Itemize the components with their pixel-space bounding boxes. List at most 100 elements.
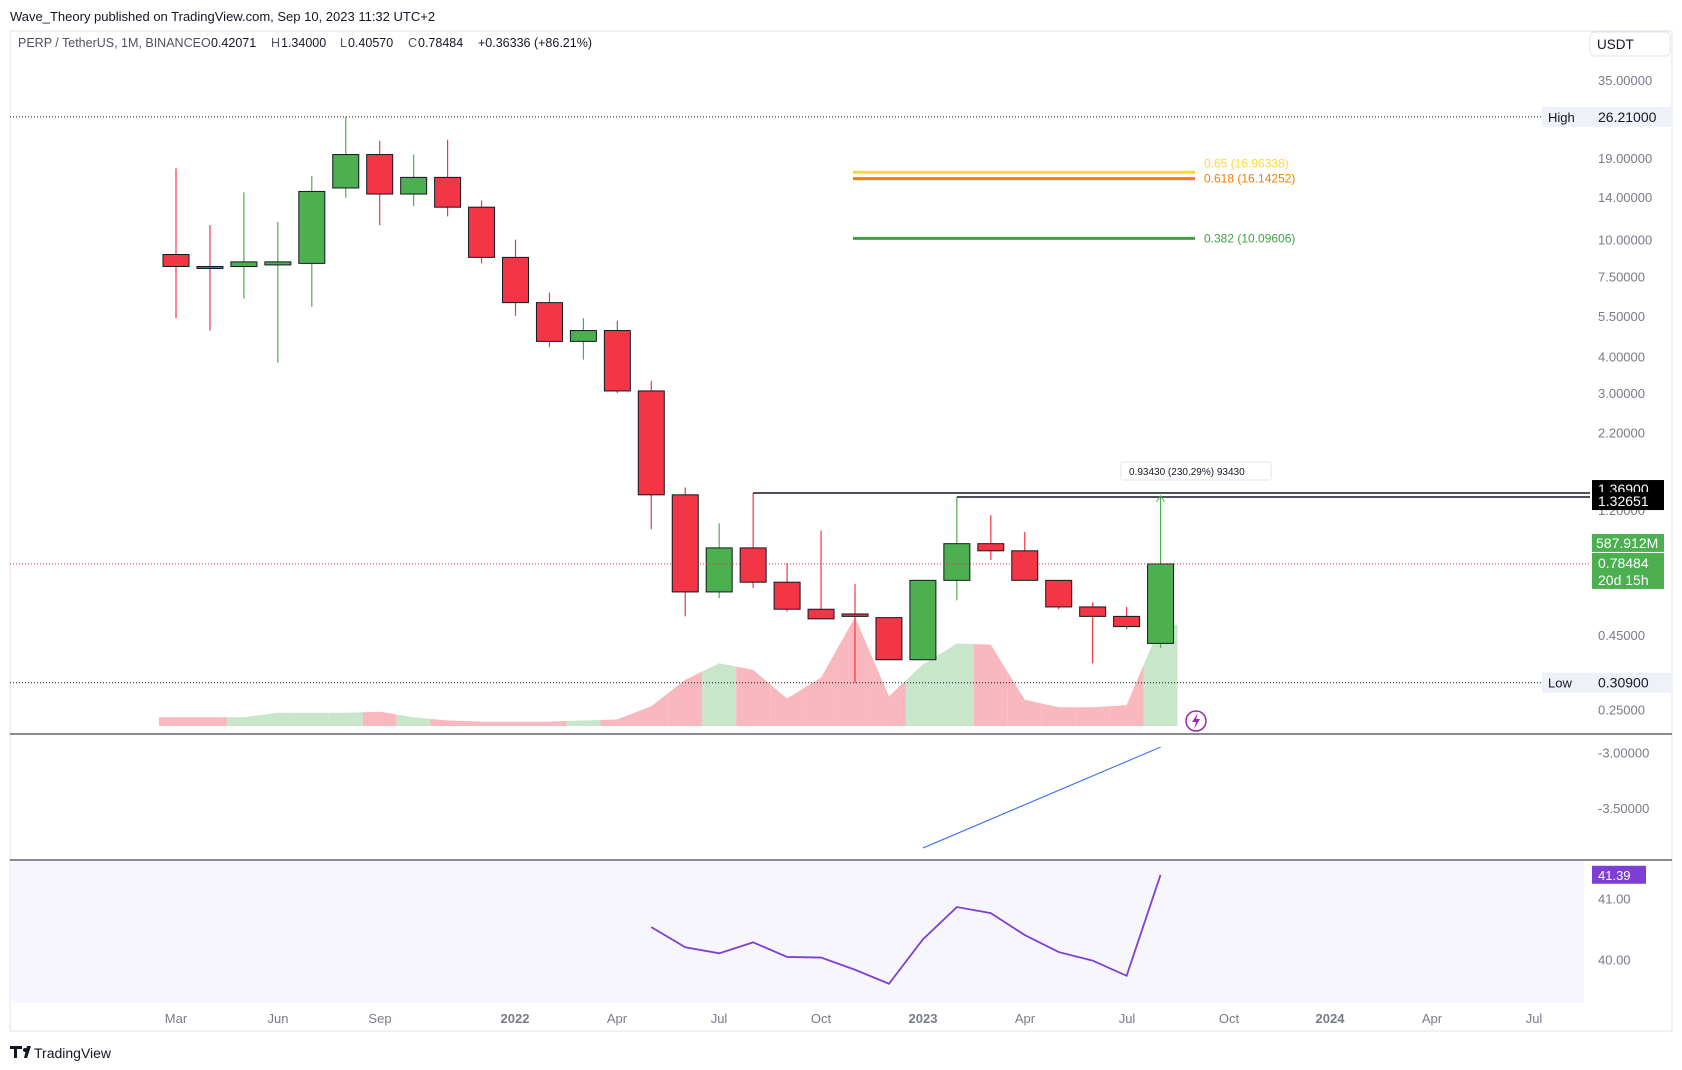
volume-segment bbox=[973, 644, 1008, 726]
symbol-label: PERP / TetherUS, 1M, BINANCE bbox=[18, 36, 201, 50]
time-tick: Apr bbox=[1015, 1011, 1036, 1026]
candle bbox=[943, 497, 971, 601]
volume-segment bbox=[1109, 664, 1144, 726]
rsi-tick: 41.00 bbox=[1598, 892, 1631, 907]
measure-label: 0.93430 (230.29%) 93430 bbox=[1129, 467, 1245, 478]
candle-body bbox=[875, 617, 903, 661]
volume-segment bbox=[1007, 672, 1042, 726]
volume-segment bbox=[192, 717, 227, 726]
candle-body bbox=[298, 190, 326, 264]
candle-body bbox=[230, 261, 258, 267]
volume-segment bbox=[634, 693, 669, 726]
time-tick: Jul bbox=[1526, 1011, 1543, 1026]
candle bbox=[535, 292, 563, 348]
trend-line bbox=[922, 746, 1161, 849]
time-tick: 2023 bbox=[909, 1011, 938, 1026]
candle bbox=[705, 523, 733, 599]
price-tick: 0.45000 bbox=[1598, 628, 1645, 643]
fib-level-label: 0.65 (16.96338) bbox=[1204, 156, 1289, 170]
candle-body bbox=[977, 543, 1005, 552]
lightning-icon[interactable] bbox=[1185, 710, 1207, 732]
candle-body bbox=[162, 253, 190, 267]
candle-body bbox=[1113, 615, 1141, 628]
candle-body bbox=[569, 330, 597, 342]
candle-body bbox=[1147, 563, 1175, 644]
symbol-legend: PERP / TetherUS, 1M, BINANCE O 0.42071 H… bbox=[18, 36, 592, 50]
candle bbox=[569, 318, 597, 360]
volume-segment bbox=[1075, 706, 1110, 726]
indicator-pane: -3.00000 -3.50000 bbox=[922, 746, 1649, 849]
candle bbox=[332, 116, 360, 198]
candle-body bbox=[434, 176, 462, 208]
price-tick: 4.00000 bbox=[1598, 349, 1645, 364]
current-price-badge bbox=[1592, 552, 1664, 589]
time-tick: 2024 bbox=[1316, 1011, 1346, 1026]
high-axis-title: High bbox=[1548, 110, 1575, 125]
price-tick: 3.00000 bbox=[1598, 386, 1645, 401]
candle bbox=[977, 515, 1005, 560]
price-axis[interactable]: 35.00000 19.00000 14.00000 10.00000 7.50000 5… bbox=[1542, 73, 1672, 718]
candle bbox=[909, 579, 937, 661]
candle-body bbox=[196, 265, 224, 269]
volume-segment bbox=[600, 712, 635, 726]
candle bbox=[162, 168, 190, 319]
measure-arrowhead bbox=[1156, 494, 1165, 503]
low-axis-value: 0.30900 bbox=[1598, 675, 1649, 691]
candle-body bbox=[637, 390, 665, 496]
rsi-tick: 40.00 bbox=[1598, 952, 1631, 967]
candle-body bbox=[943, 543, 971, 581]
volume-segment bbox=[770, 684, 805, 726]
resistance-badge bbox=[1592, 492, 1664, 511]
time-axis[interactable]: Mar Jun Sep 2022 Apr Jul Oct 2023 Apr Jul Oct 2024 A… bbox=[165, 1011, 1543, 1026]
candle bbox=[773, 563, 801, 612]
volume-segment bbox=[532, 721, 567, 726]
candle-body bbox=[366, 154, 394, 195]
candle bbox=[1113, 606, 1141, 630]
drawings: 0.65 (16.96338) 0.618 (16.14252) 0.382 (10… bbox=[10, 116, 1590, 684]
candle bbox=[807, 530, 835, 620]
candle-body bbox=[705, 547, 733, 593]
candle bbox=[434, 139, 462, 217]
high-axis-box bbox=[1542, 106, 1672, 127]
candle bbox=[230, 192, 258, 299]
volume-segment bbox=[226, 715, 261, 726]
currency-button[interactable]: USDT bbox=[1589, 31, 1671, 57]
candle bbox=[1045, 579, 1073, 610]
candle-body bbox=[841, 613, 869, 617]
candle-body bbox=[1079, 606, 1107, 617]
rsi-current-value: 41.39 bbox=[1598, 868, 1631, 883]
candle bbox=[468, 200, 496, 264]
publisher-line: Wave_Theory published on TradingView.com… bbox=[10, 9, 435, 24]
high-value: 1.34000 bbox=[281, 36, 326, 50]
volume-segment bbox=[702, 663, 737, 726]
candle bbox=[366, 140, 394, 226]
measure-label-box bbox=[1120, 461, 1272, 481]
low-value: 0.40570 bbox=[348, 36, 393, 50]
open-label: O bbox=[201, 36, 211, 50]
candle-body bbox=[739, 547, 767, 583]
candle-body bbox=[909, 579, 937, 661]
candle-body bbox=[1011, 550, 1039, 581]
low-axis-box bbox=[1542, 672, 1672, 693]
volume-badge bbox=[1592, 533, 1664, 552]
chart-frame bbox=[9, 30, 1673, 1032]
open-value: 0.42071 bbox=[211, 36, 256, 50]
volume-segment bbox=[1143, 624, 1178, 726]
time-tick: Jun bbox=[268, 1011, 289, 1026]
candle bbox=[1147, 495, 1175, 649]
price-tick: 7.50000 bbox=[1598, 269, 1645, 284]
candle bbox=[637, 380, 665, 530]
close-value: 0.78484 bbox=[418, 36, 463, 50]
volume-segment bbox=[871, 656, 906, 726]
volume-segment bbox=[464, 721, 499, 726]
low-label: L bbox=[340, 36, 347, 50]
candle-body bbox=[773, 581, 801, 610]
candle-body bbox=[535, 302, 563, 342]
candle-body bbox=[807, 608, 835, 620]
volume-segment bbox=[328, 712, 363, 726]
volume-segment bbox=[498, 721, 533, 726]
candle bbox=[739, 493, 767, 588]
volume-area bbox=[159, 617, 1178, 726]
volume-segment bbox=[804, 647, 839, 726]
